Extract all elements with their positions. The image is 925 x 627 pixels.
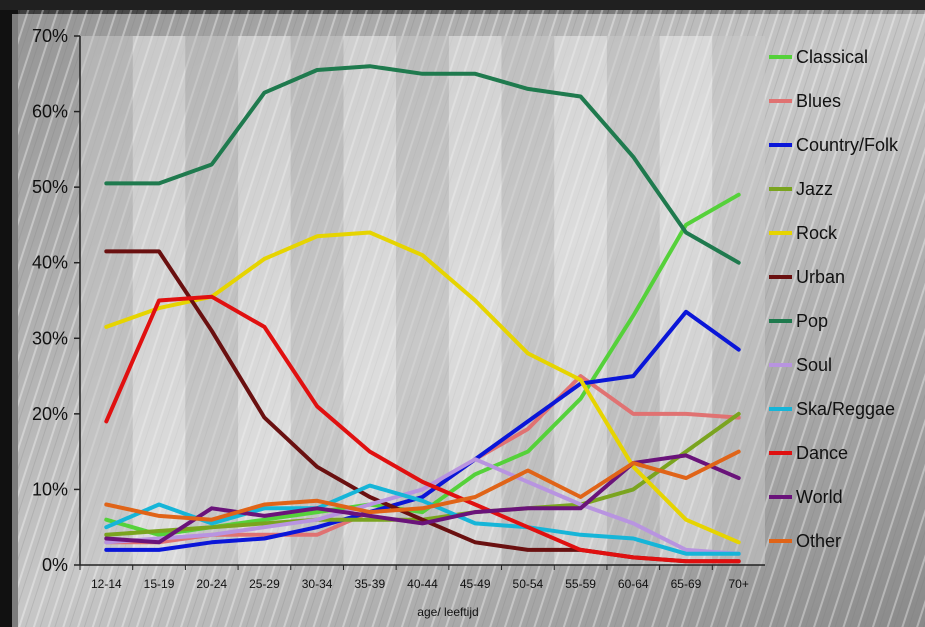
series-line-soul (104, 457, 741, 556)
series-line-country-folk (104, 309, 741, 552)
x-tick-label: 35-39 (354, 577, 385, 591)
x-axis-ticks: 12-14 15-19 20-24 25-29 30-34 35-39 40-44 45-49… (79, 565, 749, 591)
y-tick-label: 10% (32, 479, 68, 499)
legend-item: Dance (769, 443, 848, 463)
x-tick-label: 55-59 (565, 577, 596, 591)
y-tick-label: 70% (32, 26, 68, 46)
legend-label: Pop (796, 311, 828, 331)
legend-item: Blues (769, 91, 841, 111)
y-tick-label: 50% (32, 177, 68, 197)
legend-item: Urban (769, 267, 845, 287)
series-lines (104, 64, 741, 564)
legend-label: Blues (796, 91, 841, 111)
plot-band (501, 36, 555, 565)
y-tick-label: 30% (32, 328, 68, 348)
legend-item: Country/Folk (769, 135, 899, 155)
x-tick-label: 60-64 (618, 577, 649, 591)
series-line-dance (104, 294, 741, 564)
legend-item: Pop (769, 311, 828, 331)
x-tick-label: 12-14 (91, 577, 122, 591)
plot-band (238, 36, 291, 565)
legend-item: Jazz (769, 179, 833, 199)
y-tick-label: 20% (32, 404, 68, 424)
legend-label: Soul (796, 355, 832, 375)
legend-item: Ska/Reggae (769, 399, 895, 419)
legend-item: Classical (769, 47, 868, 67)
series-line-other (104, 449, 741, 522)
legend-item: Rock (769, 223, 838, 243)
y-tick-label: 0% (42, 555, 68, 575)
x-tick-label: 65-69 (671, 577, 702, 591)
axes (79, 36, 765, 566)
plot-band (80, 36, 133, 565)
x-tick-label: 45-49 (460, 577, 491, 591)
plot-band (659, 36, 713, 565)
series-line-pop (104, 64, 741, 265)
legend-label: Jazz (796, 179, 833, 199)
x-tick-label: 50-54 (513, 577, 544, 591)
x-tick-label: 25-29 (249, 577, 280, 591)
legend-label: Classical (796, 47, 868, 67)
x-tick-label: 20-24 (196, 577, 227, 591)
y-axis-ticks: 0% 10% 20% 30% 40% 50% 60% 70% (32, 26, 80, 575)
legend-label: Dance (796, 443, 848, 463)
series-line-ska-reggae (104, 483, 741, 556)
plot-band (396, 36, 449, 565)
x-tick-label: 70+ (728, 577, 748, 591)
x-tick-label: 15-19 (144, 577, 175, 591)
legend-label: World (796, 487, 843, 507)
legend-label: Country/Folk (796, 135, 899, 155)
legend-label: Other (796, 531, 841, 551)
legend: Classical Blues Country/Folk Jazz Rock Urban P… (769, 47, 899, 551)
legend-label: Urban (796, 267, 845, 287)
plot-band (554, 36, 607, 565)
plot-band (290, 36, 344, 565)
legend-item: World (769, 487, 843, 507)
x-tick-label: 30-34 (302, 577, 333, 591)
x-axis-label: age/ leeftijd (417, 605, 478, 619)
y-tick-label: 40% (32, 253, 68, 273)
legend-label: Rock (796, 223, 838, 243)
y-tick-label: 60% (32, 102, 68, 122)
legend-label: Ska/Reggae (796, 399, 895, 419)
legend-item: Other (769, 531, 841, 551)
plot-band (712, 36, 765, 565)
plot-band (343, 36, 397, 565)
plot-bands (80, 36, 765, 565)
x-tick-label: 40-44 (407, 577, 438, 591)
legend-item: Soul (769, 355, 832, 375)
